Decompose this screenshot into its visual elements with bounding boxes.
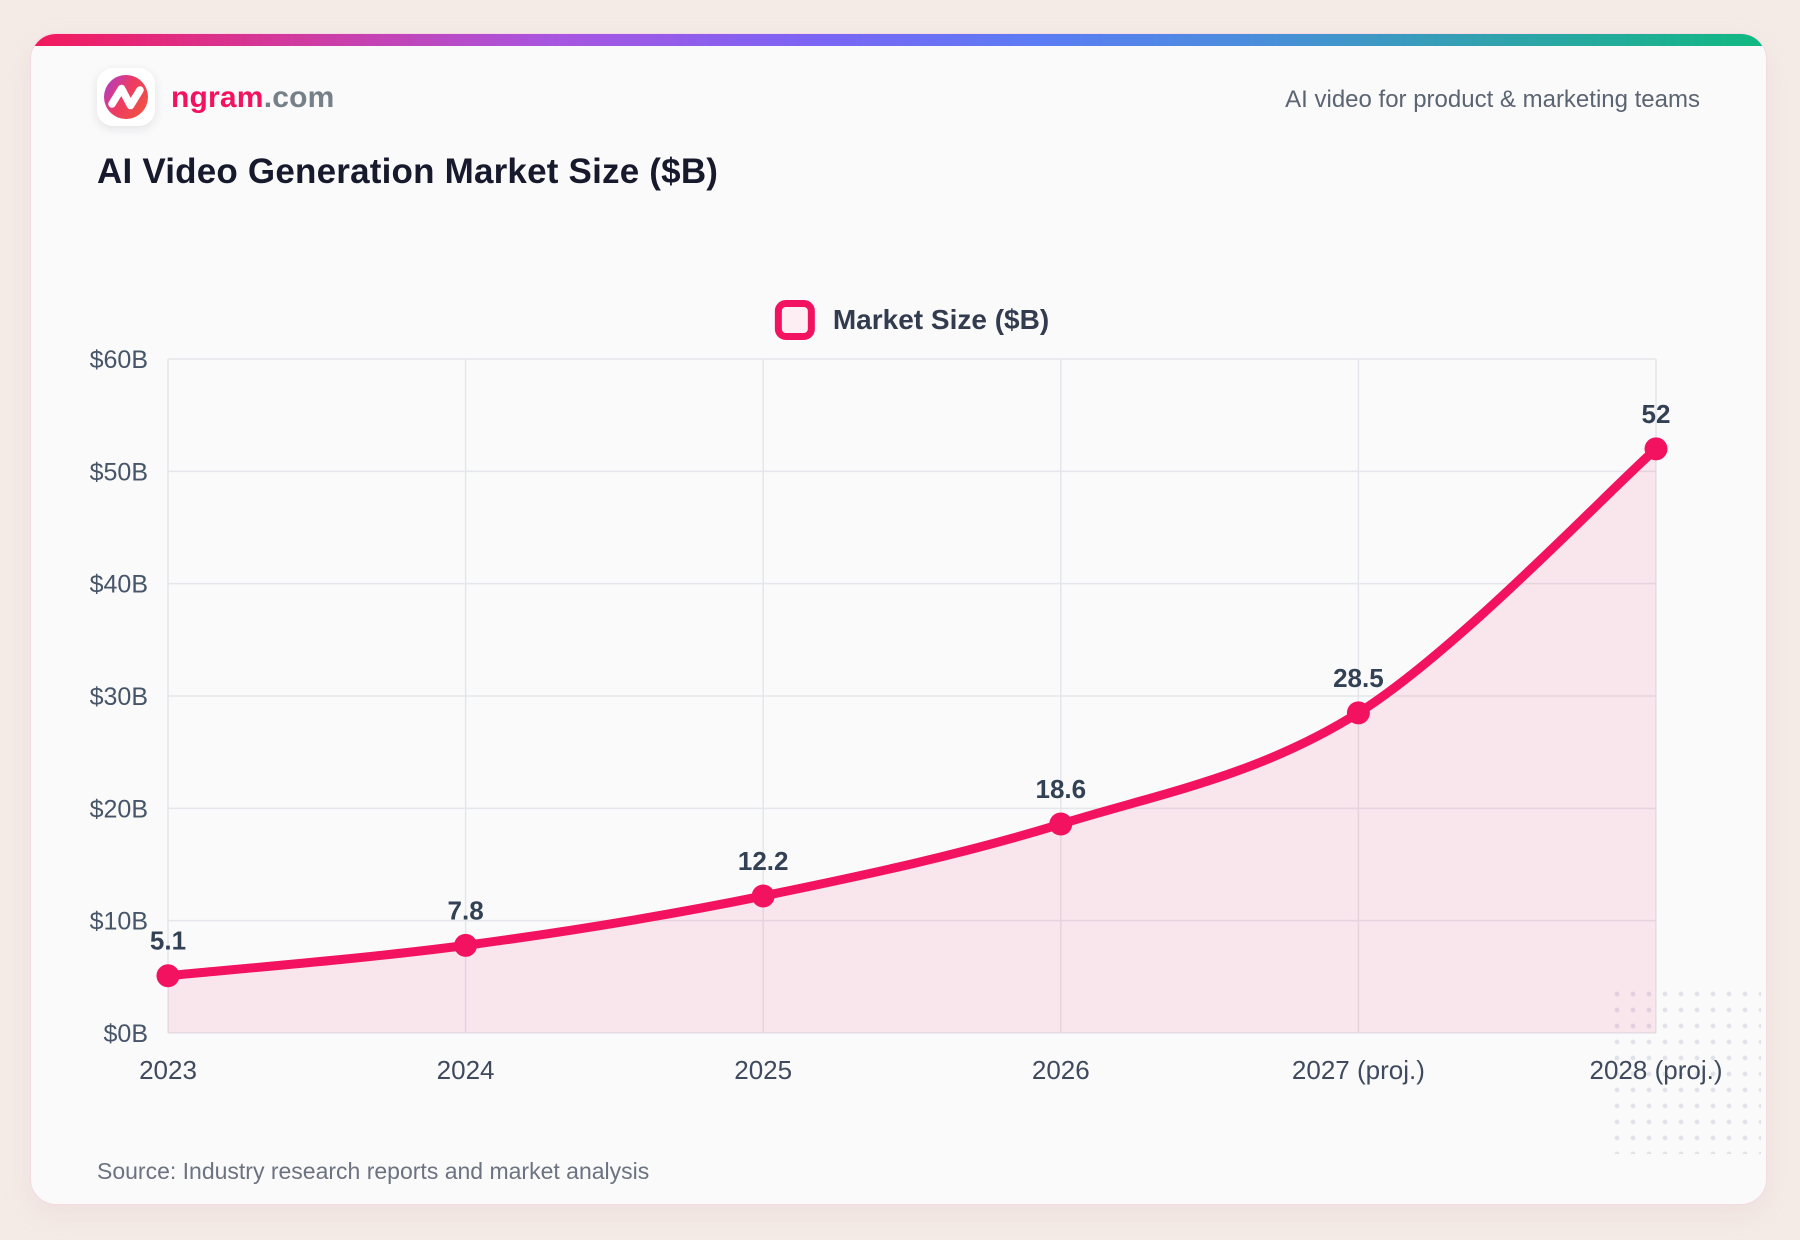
legend-label: Market Size ($B): [832, 304, 1050, 335]
data-point: [156, 964, 180, 988]
y-tick-label: $60B: [90, 346, 148, 374]
dot-grid-decoration: [1609, 986, 1761, 1154]
x-tick-label: 2024: [437, 1055, 495, 1085]
brand-name: ngram: [171, 81, 264, 114]
data-point: [751, 884, 775, 908]
data-point-label: 52: [1642, 399, 1671, 429]
x-tick-label: 2023: [139, 1055, 197, 1085]
source-note: Source: Industry research reports and ma…: [97, 1158, 650, 1184]
y-tick-label: $30B: [90, 683, 148, 711]
data-points: 5.1 7.8 12.2 18.6 28.5 52: [150, 399, 1671, 988]
data-point-label: 18.6: [1035, 774, 1086, 804]
infographic-card: ngram.com AI video for product & marketi…: [30, 33, 1767, 1205]
x-tick-label: 2028 (proj.): [1590, 1055, 1723, 1085]
gridlines: [167, 358, 1657, 1034]
y-tick-label: $50B: [90, 458, 148, 486]
data-point: [1049, 812, 1073, 836]
brand-suffix: .com: [263, 81, 335, 114]
y-tick-label: $10B: [90, 908, 148, 936]
x-tick-label: 2025: [734, 1055, 792, 1085]
header-tagline: AI video for product & marketing teams: [1285, 86, 1700, 113]
x-tick-label: 2027 (proj.): [1292, 1055, 1425, 1085]
chart-title: AI Video Generation Market Size ($B): [97, 152, 719, 191]
y-axis-labels: $0B $10B $20B $30B $40B $50B $60B: [90, 346, 148, 1048]
data-point: [1346, 701, 1370, 725]
y-tick-label: $0B: [104, 1020, 148, 1048]
data-point: [454, 933, 478, 957]
x-axis-labels: 2023 2024 2025 2026 2027 (proj.) 2028 (proj.): [139, 1055, 1722, 1085]
chart-legend: Market Size ($B): [774, 300, 1050, 340]
brand-logo: [97, 68, 155, 126]
legend-swatch-icon: [774, 300, 815, 340]
data-point-label: 5.1: [150, 926, 186, 956]
data-point-label: 12.2: [738, 846, 789, 876]
area-fill: [168, 448, 1656, 1033]
data-point-label: 28.5: [1333, 663, 1384, 693]
x-tick-label: 2026: [1032, 1055, 1090, 1085]
data-point-label: 7.8: [448, 895, 484, 925]
y-tick-label: $20B: [90, 795, 148, 823]
brand-wordmark: ngram.com: [171, 81, 335, 115]
trend-line: [163, 444, 1661, 981]
n-zigzag-logo-icon: [104, 75, 148, 119]
y-tick-label: $40B: [90, 571, 148, 599]
data-point: [1644, 437, 1668, 461]
gradient-accent-bar: [31, 34, 1766, 46]
